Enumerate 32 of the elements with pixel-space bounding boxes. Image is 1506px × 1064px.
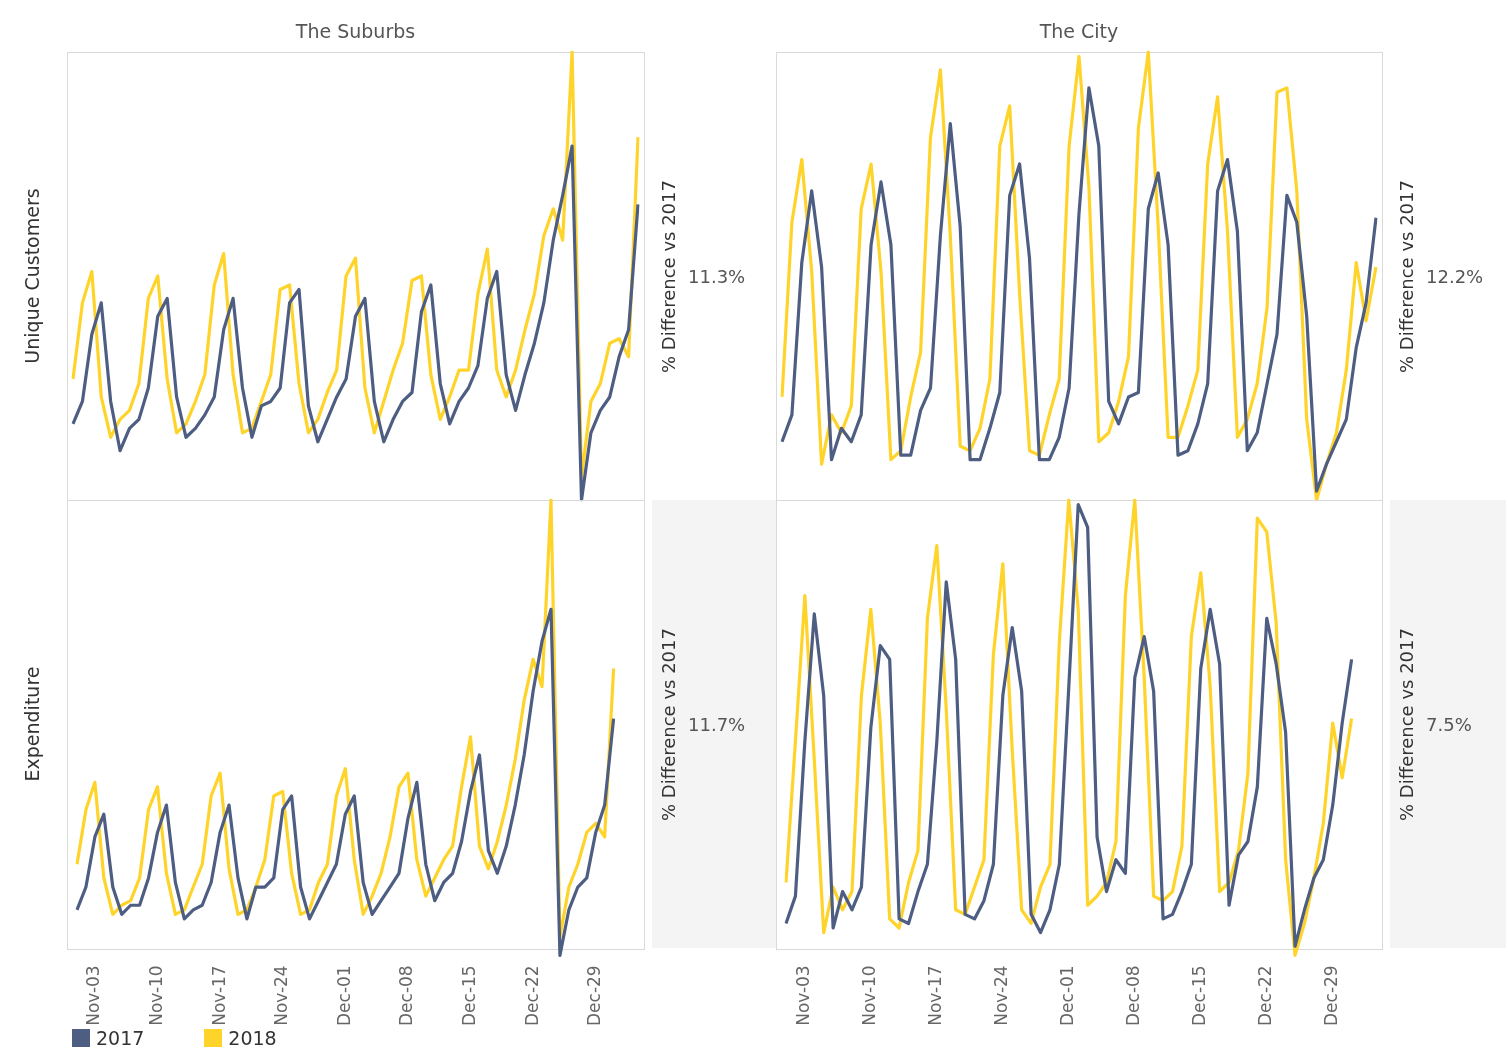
x-tick-label: Dec-15 xyxy=(1189,965,1210,1027)
text: 11.7% xyxy=(688,713,746,735)
x-tick-label: Dec-29 xyxy=(584,965,605,1027)
x-tick-label: Nov-03 xyxy=(793,965,814,1026)
text: % Difference vs 2017 xyxy=(1395,179,1417,373)
text: 11.3% xyxy=(688,265,746,287)
x-tick-label: Dec-22 xyxy=(521,965,542,1027)
y-axis-title: Unique Customers xyxy=(21,188,43,364)
chart-title: The City xyxy=(776,0,1382,53)
x-tick-label: Dec-01 xyxy=(333,965,354,1027)
text: 7.5% xyxy=(1426,713,1472,735)
text: % Difference vs 2017 xyxy=(1395,627,1417,821)
x-tick-label: Nov-17 xyxy=(925,965,946,1026)
legend-label: 2017 xyxy=(96,1026,145,1050)
text: 12.2% xyxy=(1426,265,1484,287)
y-axis-title: Expenditure xyxy=(21,666,43,782)
text: % Difference vs 2017 xyxy=(657,179,679,373)
x-tick-label: Nov-24 xyxy=(271,965,292,1026)
x-tick-label: Nov-17 xyxy=(208,965,229,1026)
x-tick-label: Dec-15 xyxy=(458,965,479,1027)
text: % Difference vs 2017 xyxy=(657,627,679,821)
x-tick-label: Nov-03 xyxy=(83,965,104,1026)
x-tick-label: Dec-01 xyxy=(1057,965,1078,1027)
chart-title: The Suburbs xyxy=(67,0,644,53)
x-tick-label: Nov-10 xyxy=(145,965,166,1026)
x-tick-label: Nov-10 xyxy=(859,965,880,1026)
x-tick-label: Nov-24 xyxy=(991,965,1012,1026)
x-tick-label: Dec-29 xyxy=(1321,965,1342,1027)
x-tick-label: Dec-22 xyxy=(1255,965,1276,1027)
x-tick-label: Dec-08 xyxy=(396,965,417,1027)
legend-label: 2018 xyxy=(228,1026,277,1050)
x-tick-label: Dec-08 xyxy=(1123,965,1144,1027)
